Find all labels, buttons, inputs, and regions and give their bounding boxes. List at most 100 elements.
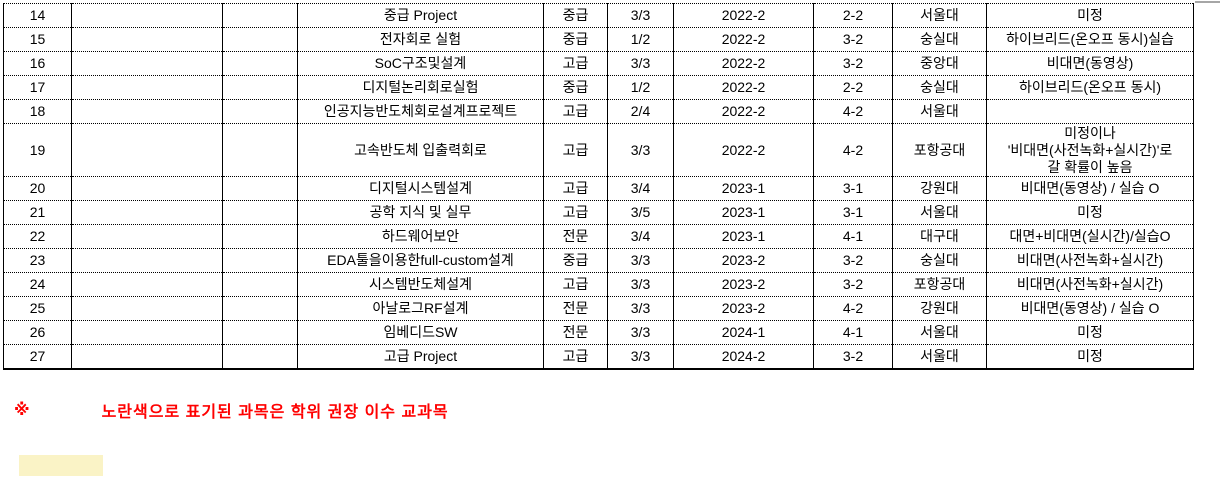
cell-empty-2 [71, 272, 223, 298]
cell-year-semester: 2023-1 [673, 200, 814, 226]
footnote-marker: ※ [14, 402, 30, 419]
cell-university: 포항공대 [892, 122, 987, 178]
cell-empty-3 [222, 320, 298, 346]
cell-empty-2 [71, 3, 223, 28]
table-row: 23 EDA툴을이용한full-custom설계 중급 3/3 2023-2 3… [3, 248, 1194, 274]
cell-grade-semester: 3-2 [813, 51, 893, 76]
cell-course-name: 아날로그RF설계 [297, 296, 544, 322]
table-row: 24 시스템반도체설계 고급 3/3 2023-2 3-2 포항공대 비대면(사… [3, 272, 1194, 298]
cell-level: 고급 [543, 272, 608, 298]
cell-level: 전문 [543, 296, 608, 322]
cell-empty-3 [222, 296, 298, 322]
cell-credits: 3/4 [607, 176, 674, 202]
cell-remark: 미정 [986, 320, 1194, 346]
cell-empty-2 [71, 51, 223, 76]
cell-row-number: 19 [3, 122, 72, 178]
cell-level: 고급 [543, 344, 608, 370]
table-row: 19 고속반도체 입출력회로 고급 3/3 2022-2 4-2 포항공대 미정… [3, 122, 1194, 178]
cell-university: 숭실대 [892, 75, 987, 100]
cell-remark: 하이브리드(온오프 동시) [986, 75, 1194, 100]
cell-university: 서울대 [892, 3, 987, 28]
cell-empty-2 [71, 99, 223, 124]
cell-grade-semester: 3-1 [813, 176, 893, 202]
cell-year-semester: 2022-2 [673, 51, 814, 76]
table-row: 17 디지털논리회로실험 중급 1/2 2022-2 2-2 숭실대 하이브리드… [3, 75, 1194, 100]
cell-course-name: 고급 Project [297, 344, 544, 370]
cell-empty-3 [222, 200, 298, 226]
cell-remark: 하이브리드(온오프 동시)실습 [986, 27, 1194, 52]
cell-level: 고급 [543, 122, 608, 178]
cell-empty-2 [71, 122, 223, 178]
cell-empty-3 [222, 224, 298, 250]
cell-credits: 3/5 [607, 200, 674, 226]
cell-year-semester: 2022-2 [673, 3, 814, 28]
cell-row-number: 25 [3, 296, 72, 322]
adjacent-cell-border-fragment [1195, 1, 1220, 8]
cell-credits: 3/3 [607, 272, 674, 298]
cell-empty-2 [71, 248, 223, 274]
cell-remark: 미정 [986, 200, 1194, 226]
cell-empty-2 [71, 344, 223, 370]
cell-grade-semester: 4-2 [813, 99, 893, 124]
cell-year-semester: 2024-1 [673, 320, 814, 346]
cell-year-semester: 2023-2 [673, 272, 814, 298]
cell-year-semester: 2023-1 [673, 224, 814, 250]
cell-grade-semester: 3-2 [813, 344, 893, 370]
cell-row-number: 24 [3, 272, 72, 298]
cell-university: 서울대 [892, 99, 987, 124]
cell-empty-3 [222, 99, 298, 124]
cell-course-name: 시스템반도체설계 [297, 272, 544, 298]
cell-level: 전문 [543, 320, 608, 346]
cell-grade-semester: 4-1 [813, 320, 893, 346]
footnote: ※ 노란색으로 표기된 과목은 학위 권장 이수 교과목 [14, 398, 449, 422]
cell-credits: 1/2 [607, 75, 674, 100]
cell-course-name: 중급 Project [297, 3, 544, 28]
cell-level: 중급 [543, 248, 608, 274]
cell-course-name: 전자회로 실험 [297, 27, 544, 52]
table-row: 26 임베디드SW 전문 3/3 2024-1 4-1 서울대 미정 [3, 320, 1194, 346]
cell-grade-semester: 3-2 [813, 27, 893, 52]
cell-row-number: 21 [3, 200, 72, 226]
cell-empty-3 [222, 75, 298, 100]
cell-remark: 미정 [986, 344, 1194, 370]
cell-remark: 미정이나 '비대면(사전녹화+실시간)'로 갈 확률이 높음 [986, 122, 1194, 178]
cell-remark [986, 99, 1194, 124]
cell-year-semester: 2023-1 [673, 176, 814, 202]
cell-grade-semester: 3-2 [813, 272, 893, 298]
course-table: 14 중급 Project 중급 3/3 2022-2 2-2 서울대 미정 1… [3, 3, 1194, 370]
table-row: 18 인공지능반도체회로설계프로젝트 고급 2/4 2022-2 4-2 서울대 [3, 99, 1194, 124]
cell-empty-2 [71, 27, 223, 52]
cell-row-number: 16 [3, 51, 72, 76]
table-row: 16 SoC구조및설계 고급 3/3 2022-2 3-2 중앙대 비대면(동영… [3, 51, 1194, 76]
cell-empty-3 [222, 51, 298, 76]
legend-swatch [19, 455, 103, 476]
table-row: 14 중급 Project 중급 3/3 2022-2 2-2 서울대 미정 [3, 3, 1194, 28]
cell-empty-2 [71, 75, 223, 100]
cell-grade-semester: 3-1 [813, 200, 893, 226]
cell-credits: 3/3 [607, 248, 674, 274]
cell-empty-3 [222, 176, 298, 202]
cell-university: 포항공대 [892, 272, 987, 298]
cell-year-semester: 2022-2 [673, 27, 814, 52]
table-row: 21 공학 지식 및 실무 고급 3/5 2023-1 3-1 서울대 미정 [3, 200, 1194, 226]
cell-credits: 1/2 [607, 27, 674, 52]
cell-course-name: 디지털시스템설계 [297, 176, 544, 202]
cell-university: 서울대 [892, 344, 987, 370]
cell-row-number: 22 [3, 224, 72, 250]
cell-university: 대구대 [892, 224, 987, 250]
cell-empty-3 [222, 272, 298, 298]
cell-row-number: 14 [3, 3, 72, 28]
cell-course-name: 고속반도체 입출력회로 [297, 122, 544, 178]
cell-university: 강원대 [892, 296, 987, 322]
cell-course-name: EDA툴을이용한full-custom설계 [297, 248, 544, 274]
cell-empty-3 [222, 3, 298, 28]
cell-university: 중앙대 [892, 51, 987, 76]
cell-row-number: 15 [3, 27, 72, 52]
cell-course-name: SoC구조및설계 [297, 51, 544, 76]
cell-empty-3 [222, 344, 298, 370]
cell-grade-semester: 4-2 [813, 122, 893, 178]
cell-university: 서울대 [892, 320, 987, 346]
cell-row-number: 27 [3, 344, 72, 370]
cell-university: 강원대 [892, 176, 987, 202]
table-row: 22 하드웨어보안 전문 3/4 2023-1 4-1 대구대 대면+비대면(실… [3, 224, 1194, 250]
